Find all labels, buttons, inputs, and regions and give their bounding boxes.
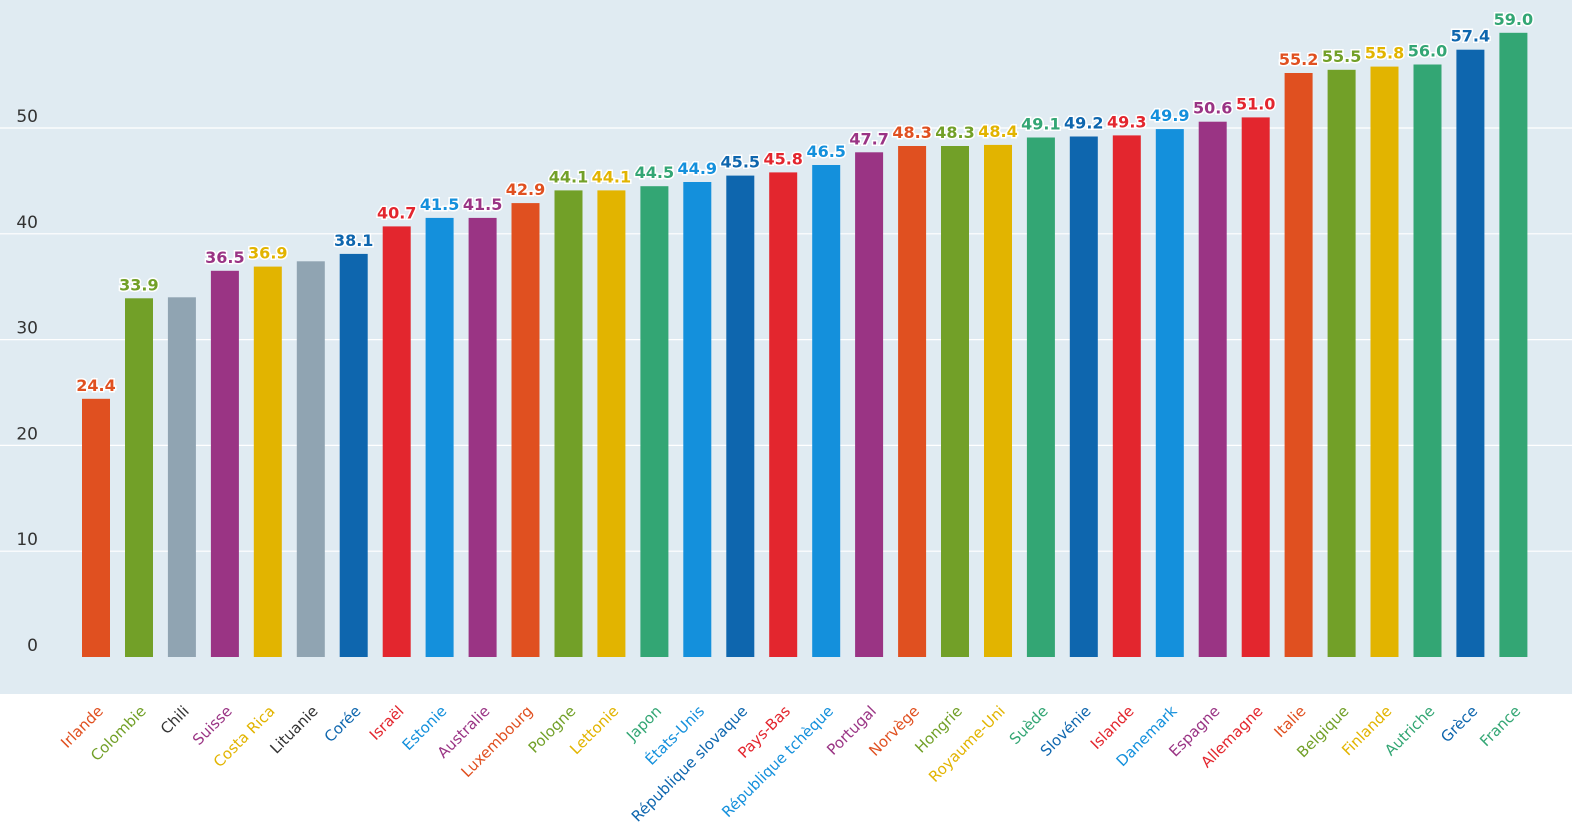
- y-tick-label: 0: [27, 636, 38, 656]
- bar: [1413, 64, 1442, 657]
- bar: [1370, 66, 1399, 658]
- value-label: 48.3: [892, 123, 931, 142]
- value-label: 44.1: [549, 167, 588, 186]
- value-label: 33.9: [119, 275, 158, 294]
- bar: [1155, 129, 1184, 658]
- bar: [941, 146, 969, 657]
- bar: [1069, 136, 1098, 657]
- bar: [167, 297, 196, 657]
- value-label: 40.7: [377, 203, 416, 222]
- bar: [769, 172, 798, 657]
- bar: [554, 190, 583, 657]
- bar: [1026, 137, 1055, 657]
- bar: [1327, 69, 1356, 658]
- bar: [1198, 121, 1227, 657]
- y-tick-label: 20: [16, 424, 38, 444]
- bar: [511, 203, 540, 657]
- bar: [898, 146, 927, 657]
- bar: [1241, 117, 1270, 657]
- bar: [125, 298, 153, 657]
- y-axis-tick-labels: 0 10 20 30 40 50: [16, 107, 38, 656]
- value-label: 49.2: [1064, 114, 1103, 133]
- value-label: 59.0: [1494, 10, 1533, 29]
- value-label: 42.9: [506, 180, 545, 199]
- value-label: 36.5: [205, 248, 244, 267]
- bar: [984, 144, 1012, 657]
- y-tick-label: 30: [16, 319, 38, 339]
- bar: [1499, 32, 1528, 658]
- value-label: 49.1: [1021, 115, 1060, 134]
- bar: [382, 226, 411, 657]
- y-tick-label: 40: [16, 213, 38, 233]
- value-label: 24.4: [76, 376, 115, 395]
- value-label: 45.5: [721, 153, 760, 172]
- value-label: 49.9: [1150, 106, 1189, 125]
- value-label: 55.2: [1279, 50, 1318, 69]
- bar: [683, 182, 712, 657]
- value-label: 50.6: [1193, 99, 1232, 118]
- bars: [82, 32, 1528, 658]
- value-label: 45.8: [763, 149, 802, 168]
- category-label: Italie: [1270, 702, 1309, 741]
- value-label: 51.0: [1236, 94, 1275, 113]
- value-labels: 24.433.936.5 36.938.140.7 41.5 41.542.944.1…: [75, 8, 1535, 396]
- bar: [339, 253, 368, 657]
- value-label: 55.5: [1322, 47, 1361, 66]
- value-label: 44.9: [678, 159, 717, 178]
- bar: [1112, 135, 1141, 657]
- bar: [726, 175, 755, 657]
- value-label: 44.1: [592, 167, 631, 186]
- y-tick-label: 10: [16, 530, 38, 550]
- bar: [425, 217, 454, 657]
- category-label: Corée: [321, 702, 365, 746]
- value-label: 41.5: [463, 195, 502, 214]
- category-label: France: [1476, 702, 1524, 750]
- value-label: 48.4: [978, 122, 1017, 141]
- bar: [812, 165, 841, 657]
- value-label: 48.3: [935, 123, 974, 142]
- bar: [1456, 49, 1485, 657]
- value-label: 49.3: [1107, 112, 1146, 131]
- value-label: 56.0: [1408, 42, 1447, 61]
- y-tick-label: 50: [16, 107, 38, 127]
- category-label: Chili: [157, 702, 193, 738]
- bar: [640, 186, 669, 657]
- bar: [468, 217, 497, 657]
- bar: [855, 152, 884, 658]
- value-label: 57.4: [1451, 27, 1490, 46]
- category-label: Royaume-Uni: [925, 702, 1009, 786]
- value-label: 44.5: [635, 163, 674, 182]
- bar: [296, 261, 325, 657]
- value-label: 38.1: [334, 231, 373, 250]
- bar: [597, 190, 626, 657]
- category-label: Lituanie: [266, 702, 321, 757]
- bar: [253, 266, 282, 657]
- value-label: 55.8: [1365, 44, 1404, 63]
- value-label: 47.7: [849, 129, 888, 148]
- value-label: 46.5: [806, 142, 845, 161]
- bar: [210, 270, 239, 657]
- value-label: 41.5: [420, 195, 459, 214]
- category-label: Grèce: [1437, 702, 1481, 746]
- value-label: 36.9: [248, 244, 287, 263]
- bar: [82, 398, 110, 657]
- bar: [1284, 73, 1313, 657]
